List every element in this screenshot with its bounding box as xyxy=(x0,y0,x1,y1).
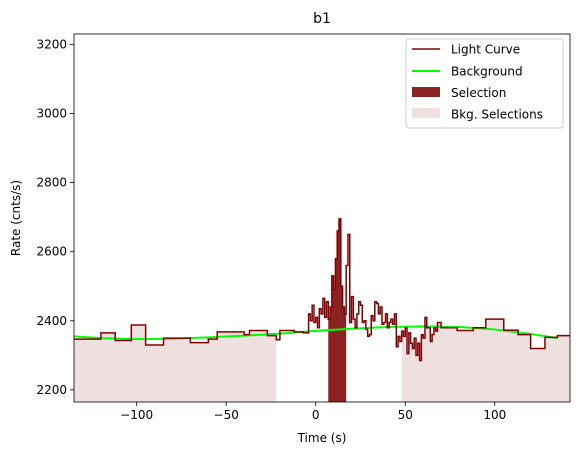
y-tick-label: 3000 xyxy=(36,106,67,120)
background-selection-regions xyxy=(74,317,570,402)
y-axis-ticks: 2200 2400 2600 2800 3000 3200 xyxy=(36,37,74,397)
legend-selection-swatch xyxy=(412,87,440,97)
background-curve-line xyxy=(73,325,558,341)
y-axis-label: Rate (cnts/s) xyxy=(9,180,23,256)
y-tick-label: 2400 xyxy=(36,314,67,328)
chart-title: b1 xyxy=(313,11,331,27)
legend-bkg-selections-label: Bkg. Selections xyxy=(451,108,543,122)
x-axis-label: Time (s) xyxy=(297,431,347,445)
y-tick-label: 2800 xyxy=(36,176,67,190)
legend-box xyxy=(405,38,564,129)
legend-bkg-selections-swatch xyxy=(412,108,440,118)
x-tick-label: −100 xyxy=(120,408,153,422)
x-tick-label: −50 xyxy=(214,408,239,422)
background-curve-layer xyxy=(73,325,558,341)
y-tick-label: 2600 xyxy=(36,245,67,259)
y-tick-label: 2200 xyxy=(36,383,67,397)
y-tick-label: 3200 xyxy=(36,37,67,51)
selection-region-fill xyxy=(328,218,347,402)
legend-light-curve-label: Light Curve xyxy=(451,43,520,57)
legend: Light Curve Background Selection Bkg. Se… xyxy=(405,38,564,129)
legend-selection-label: Selection xyxy=(451,86,506,100)
bkg-selection-region-0 xyxy=(74,324,277,402)
x-axis-ticks: −100 −50 0 50 100 xyxy=(120,402,506,422)
light-curve-layer xyxy=(74,218,570,362)
legend-background-label: Background xyxy=(451,65,523,79)
light-curve-line xyxy=(74,218,570,362)
plot-frame xyxy=(73,33,571,403)
x-tick-label: 50 xyxy=(398,408,413,422)
x-tick-label: 0 xyxy=(312,408,320,422)
bkg-selection-region-1 xyxy=(401,317,570,402)
x-tick-label: 100 xyxy=(483,408,506,422)
selection-region xyxy=(328,218,347,402)
